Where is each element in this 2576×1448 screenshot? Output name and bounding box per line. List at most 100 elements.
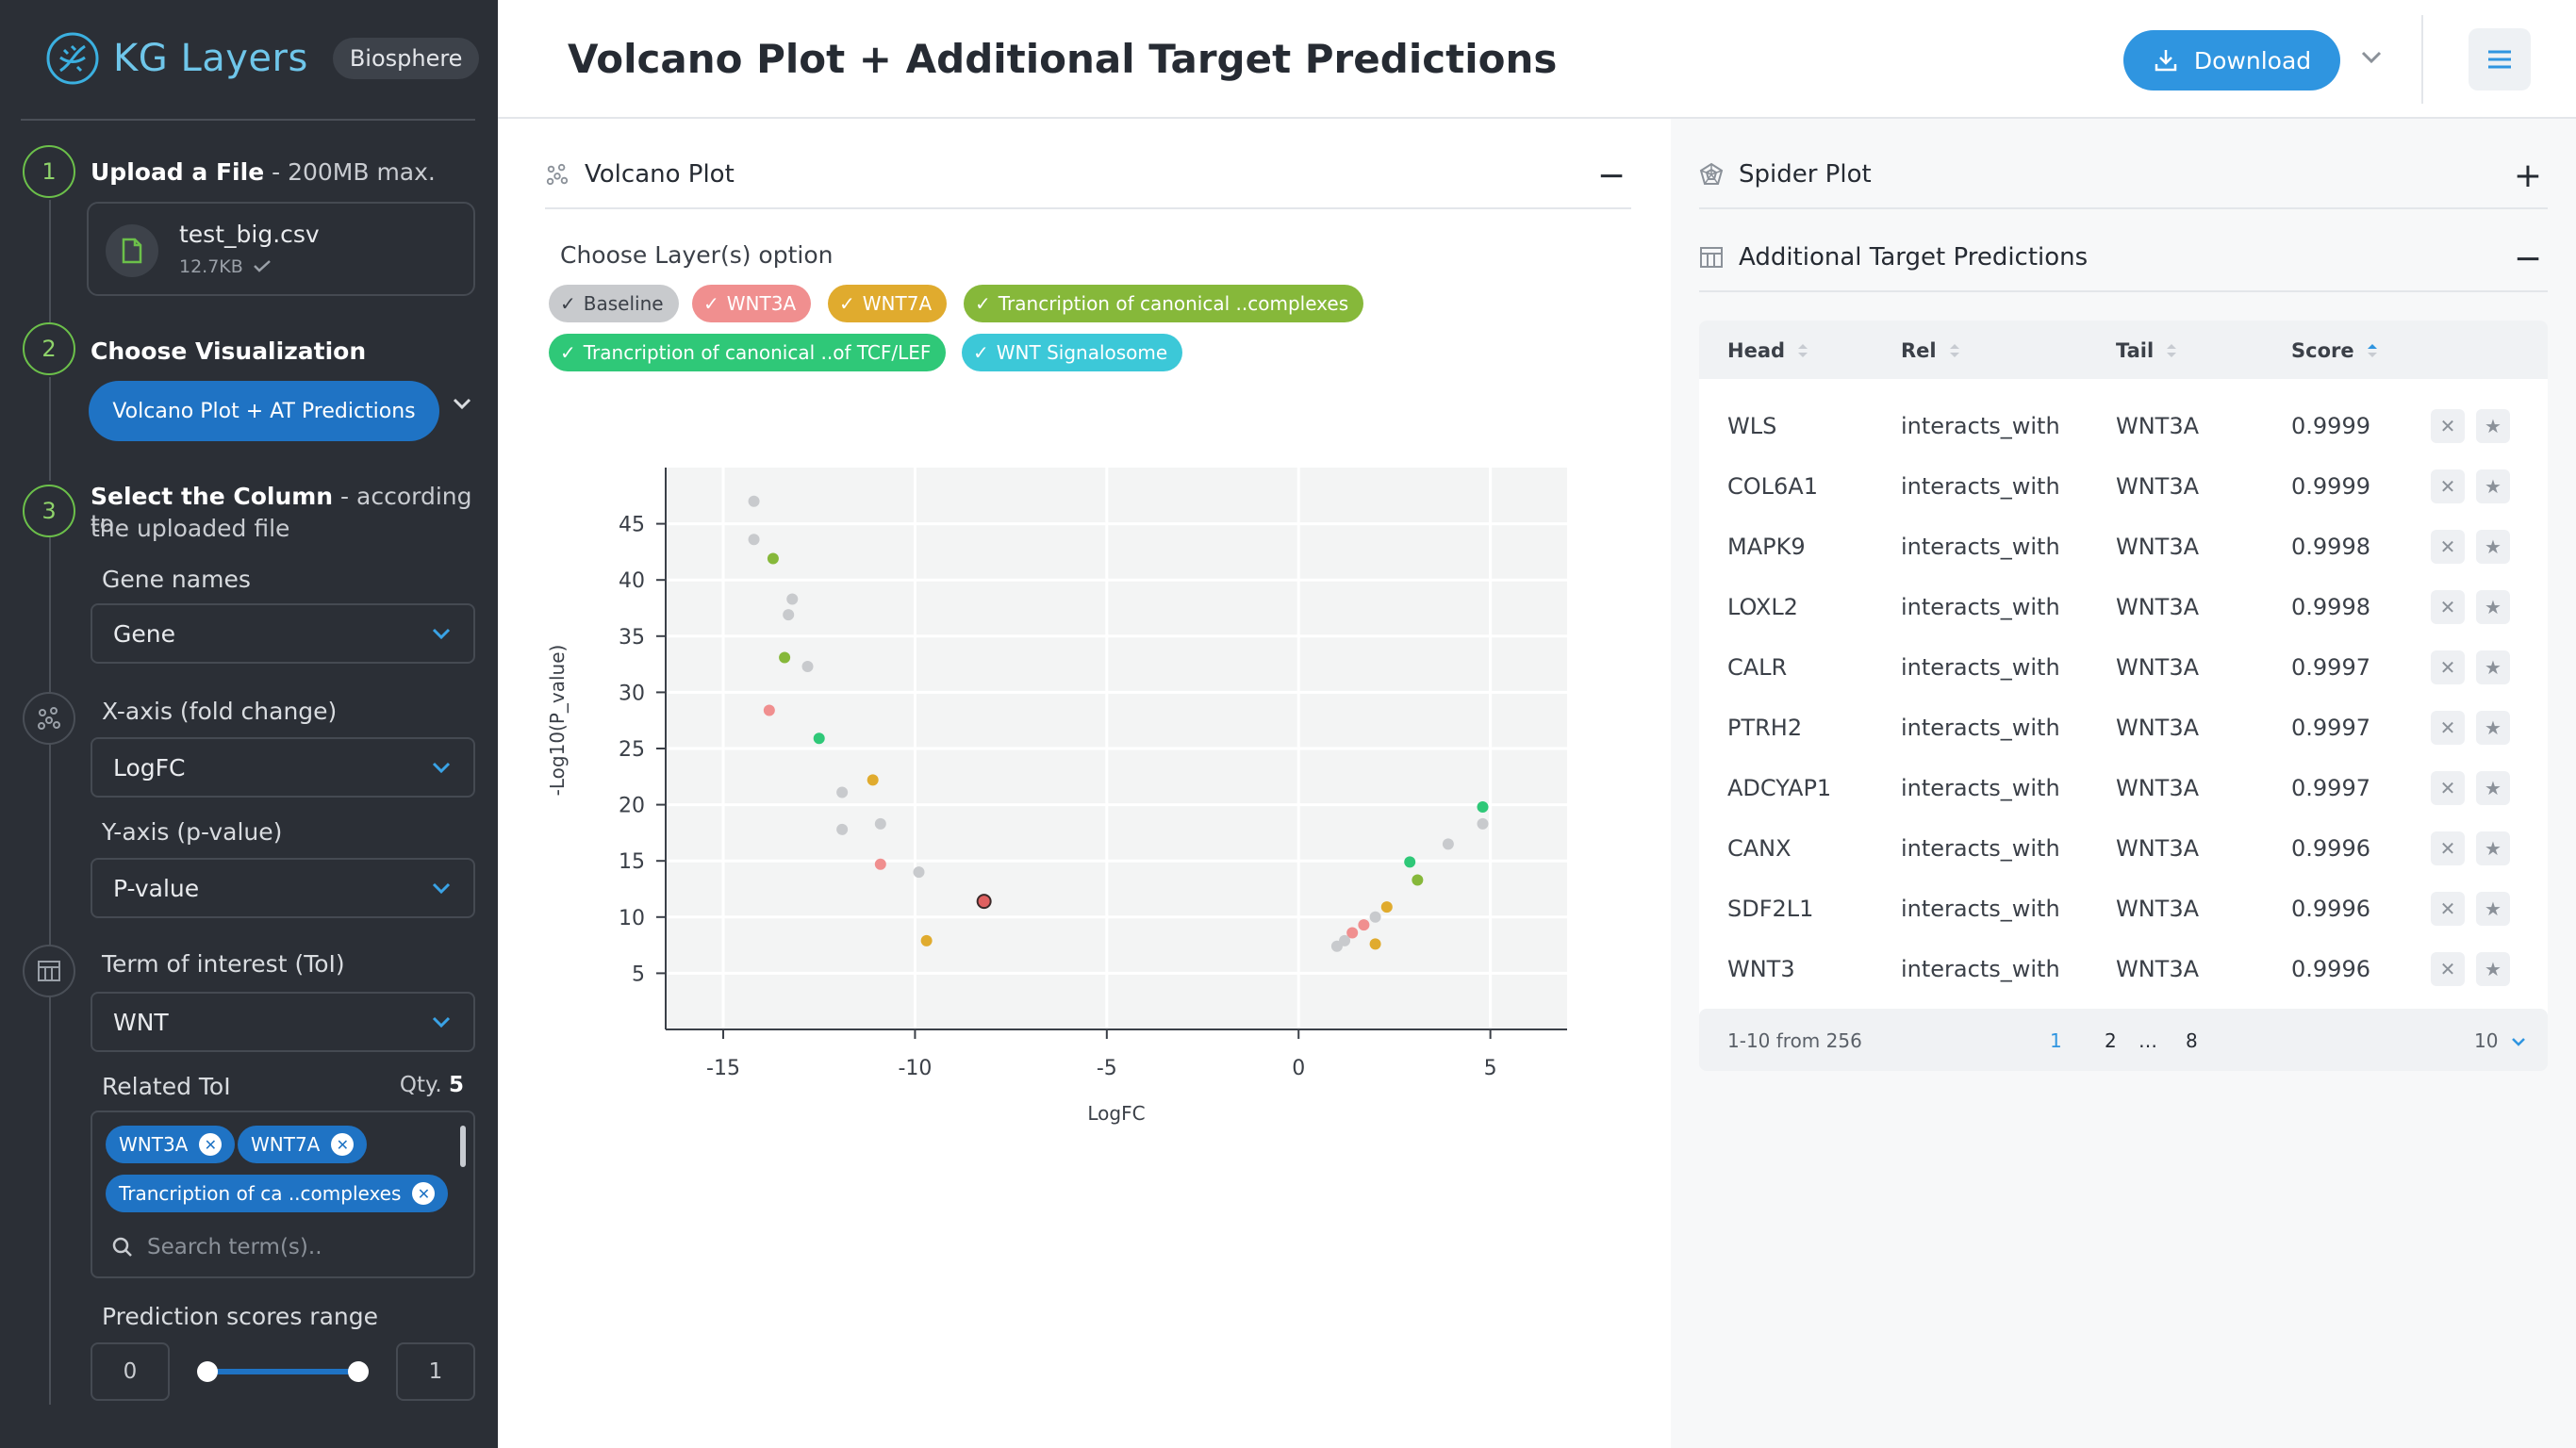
- remove-tag-icon[interactable]: ✕: [331, 1133, 355, 1156]
- dismiss-icon[interactable]: ✕: [2431, 590, 2465, 624]
- star-icon[interactable]: ★: [2476, 650, 2510, 684]
- range-max-input[interactable]: 1: [396, 1342, 475, 1401]
- layer-chip-baseline[interactable]: ✓ Baseline: [549, 285, 679, 322]
- page-link-1[interactable]: 1: [2050, 1029, 2062, 1052]
- column-header-head[interactable]: Head: [1727, 339, 1809, 362]
- page-size-select[interactable]: 10: [2474, 1029, 2527, 1052]
- dismiss-icon[interactable]: ✕: [2431, 469, 2465, 503]
- layer-chip-wnt-signalosome[interactable]: ✓ WNT Signalosome: [962, 334, 1183, 371]
- layer-chip-wnt3a[interactable]: ✓ WNT3A: [692, 285, 812, 322]
- visualization-select-button[interactable]: Volcano Plot + AT Predictions: [89, 381, 439, 441]
- menu-button[interactable]: [2469, 28, 2531, 90]
- volcano-plot[interactable]: -15 -10 -5 0 5 5 10 15 20 25 30 35 40 45 LogFC -Log10(P…: [537, 452, 1593, 1150]
- x-axis-select[interactable]: LogFC: [91, 737, 475, 798]
- spider-web-icon: [1699, 162, 1724, 185]
- related-toi-tag-box[interactable]: WNT3A ✕ WNT7A ✕ Trancription of ca ..compl…: [91, 1111, 475, 1278]
- dismiss-icon[interactable]: ✕: [2431, 530, 2465, 564]
- data-point: [783, 609, 795, 621]
- dismiss-icon[interactable]: ✕: [2431, 831, 2465, 865]
- cell-score: 0.9996: [2291, 896, 2370, 922]
- cell-head: PTRH2: [1727, 715, 1803, 741]
- data-point: [913, 866, 925, 879]
- table-row[interactable]: COL6A1 interacts_with WNT3A 0.9999 ✕ ★: [1699, 456, 2548, 517]
- tag-wnt3a: WNT3A ✕: [106, 1126, 236, 1163]
- table-row[interactable]: CALR interacts_with WNT3A 0.9997 ✕ ★: [1699, 637, 2548, 698]
- data-point: [748, 495, 760, 507]
- y-axis-select[interactable]: P-value: [91, 858, 475, 918]
- cell-rel: interacts_with: [1901, 534, 2060, 560]
- chevron-down-icon[interactable]: [451, 396, 473, 411]
- range-slider-max-handle[interactable]: [348, 1361, 369, 1382]
- y-tick-label: 45: [619, 514, 645, 537]
- column-header-rel[interactable]: Rel: [1901, 339, 1961, 362]
- range-slider-track[interactable]: [207, 1369, 358, 1374]
- star-icon[interactable]: ★: [2476, 409, 2510, 443]
- dismiss-icon[interactable]: ✕: [2431, 711, 2465, 745]
- chevron-down-icon[interactable]: [2359, 49, 2384, 66]
- collapse-volcano-button[interactable]: −: [1596, 156, 1626, 195]
- step-3-number: 3: [23, 485, 75, 537]
- file-icon: [106, 224, 158, 277]
- star-icon[interactable]: ★: [2476, 831, 2510, 865]
- prediction-range-label: Prediction scores range: [102, 1303, 378, 1330]
- dismiss-icon[interactable]: ✕: [2431, 892, 2465, 926]
- star-icon[interactable]: ★: [2476, 771, 2510, 805]
- y-tick-label: 40: [619, 569, 645, 593]
- table-row[interactable]: LOXL2 interacts_with WNT3A 0.9998 ✕ ★: [1699, 577, 2548, 637]
- cell-head: CALR: [1727, 654, 1788, 681]
- page-link-2[interactable]: 2: [2105, 1029, 2117, 1052]
- data-point: [1477, 800, 1489, 813]
- download-icon: [2155, 50, 2177, 72]
- cell-score: 0.9999: [2291, 413, 2370, 439]
- dismiss-icon[interactable]: ✕: [2431, 409, 2465, 443]
- step-3-hint: the uploaded file: [91, 515, 290, 542]
- predictions-panel-title: Additional Target Predictions: [1739, 243, 2089, 272]
- remove-tag-icon[interactable]: ✕: [412, 1182, 436, 1205]
- tag-box-scrollbar[interactable]: [460, 1126, 466, 1167]
- table-row[interactable]: WNT3 interacts_with WNT3A 0.9996 ✕ ★: [1699, 939, 2548, 999]
- table-icon: [1700, 247, 1723, 268]
- range-min-input[interactable]: 0: [91, 1342, 170, 1401]
- cell-tail: WNT3A: [2116, 413, 2200, 439]
- table-row[interactable]: PTRH2 interacts_with WNT3A 0.9997 ✕ ★: [1699, 698, 2548, 758]
- star-icon[interactable]: ★: [2476, 892, 2510, 926]
- brand-name: KG Layers: [113, 37, 308, 80]
- star-icon[interactable]: ★: [2476, 530, 2510, 564]
- cell-rel: interacts_with: [1901, 654, 2060, 681]
- table-row[interactable]: MAPK9 interacts_with WNT3A 0.9998 ✕ ★: [1699, 517, 2548, 577]
- layer-chip-wnt7a[interactable]: ✓ WNT7A: [828, 285, 948, 322]
- data-point: [874, 817, 886, 830]
- page-link-8[interactable]: 8: [2186, 1029, 2198, 1052]
- uploaded-file-card[interactable]: test_big.csv 12.7KB: [87, 202, 475, 296]
- collapse-predictions-button[interactable]: −: [2513, 239, 2542, 278]
- layer-chip-transcription-tcf-lef[interactable]: ✓ Trancription of canonical ..of TCF/LEF: [549, 334, 947, 371]
- layer-chip-transcription-complexes[interactable]: ✓ Trancription of canonical ..complexes: [964, 285, 1364, 322]
- gene-names-select[interactable]: Gene: [91, 603, 475, 664]
- cell-tail: WNT3A: [2116, 896, 2200, 922]
- y-tick-label: 20: [619, 795, 645, 818]
- table-row[interactable]: ADCYAP1 interacts_with WNT3A 0.9997 ✕ ★: [1699, 758, 2548, 818]
- table-row[interactable]: CANX interacts_with WNT3A 0.9996 ✕ ★: [1699, 818, 2548, 879]
- download-button[interactable]: Download: [2123, 30, 2340, 90]
- workspace-chip[interactable]: Biosphere: [332, 38, 480, 79]
- dismiss-icon[interactable]: ✕: [2431, 650, 2465, 684]
- expand-spider-button[interactable]: +: [2513, 156, 2542, 195]
- brand[interactable]: KG Layers Biosphere: [43, 28, 480, 89]
- star-icon[interactable]: ★: [2476, 590, 2510, 624]
- table-footer: 1-10 from 256 1 2 … 8 10: [1699, 1009, 2548, 1071]
- range-slider-min-handle[interactable]: [197, 1361, 218, 1382]
- star-icon[interactable]: ★: [2476, 711, 2510, 745]
- column-header-score[interactable]: Score: [2291, 339, 2379, 362]
- dismiss-icon[interactable]: ✕: [2431, 771, 2465, 805]
- data-point: [836, 823, 849, 835]
- spider-panel-header: Spider Plot +: [1699, 141, 2548, 209]
- star-icon[interactable]: ★: [2476, 469, 2510, 503]
- tag-search-input[interactable]: Search term(s)..: [111, 1235, 322, 1259]
- star-icon[interactable]: ★: [2476, 952, 2510, 986]
- toi-select[interactable]: WNT: [91, 992, 475, 1052]
- table-row[interactable]: SDF2L1 interacts_with WNT3A 0.9996 ✕ ★: [1699, 879, 2548, 939]
- column-header-tail[interactable]: Tail: [2116, 339, 2178, 362]
- remove-tag-icon[interactable]: ✕: [199, 1133, 223, 1156]
- dismiss-icon[interactable]: ✕: [2431, 952, 2465, 986]
- table-row[interactable]: WLS interacts_with WNT3A 0.9999 ✕ ★: [1699, 396, 2548, 456]
